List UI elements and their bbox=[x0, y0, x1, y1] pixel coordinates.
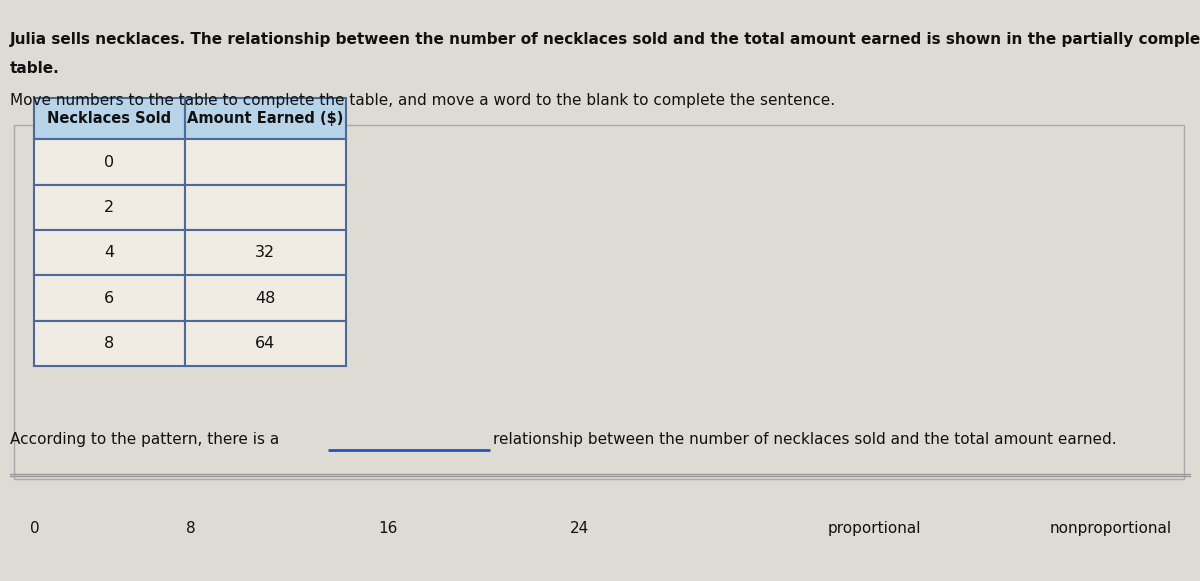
Text: 4: 4 bbox=[104, 245, 114, 260]
Text: Move numbers to the table to complete the table, and move a word to the blank to: Move numbers to the table to complete th… bbox=[10, 93, 835, 108]
Text: 8: 8 bbox=[186, 521, 196, 536]
Text: relationship between the number of necklaces sold and the total amount earned.: relationship between the number of neckl… bbox=[493, 432, 1117, 447]
Text: 16: 16 bbox=[378, 521, 397, 536]
Text: 6: 6 bbox=[104, 290, 114, 306]
Text: 48: 48 bbox=[256, 290, 275, 306]
Text: 0: 0 bbox=[30, 521, 40, 536]
Text: Amount Earned ($): Amount Earned ($) bbox=[187, 111, 343, 126]
Text: 24: 24 bbox=[570, 521, 589, 536]
Text: 32: 32 bbox=[256, 245, 275, 260]
Text: 64: 64 bbox=[256, 336, 275, 351]
Text: Julia sells necklaces. The relationship between the number of necklaces sold and: Julia sells necklaces. The relationship … bbox=[10, 32, 1200, 47]
Text: 2: 2 bbox=[104, 200, 114, 215]
Text: According to the pattern, there is a: According to the pattern, there is a bbox=[10, 432, 283, 447]
Text: table.: table. bbox=[10, 61, 59, 76]
Text: nonproportional: nonproportional bbox=[1050, 521, 1172, 536]
Text: 8: 8 bbox=[104, 336, 114, 351]
Text: 0: 0 bbox=[104, 155, 114, 170]
Text: Necklaces Sold: Necklaces Sold bbox=[47, 111, 172, 126]
Text: proportional: proportional bbox=[828, 521, 922, 536]
